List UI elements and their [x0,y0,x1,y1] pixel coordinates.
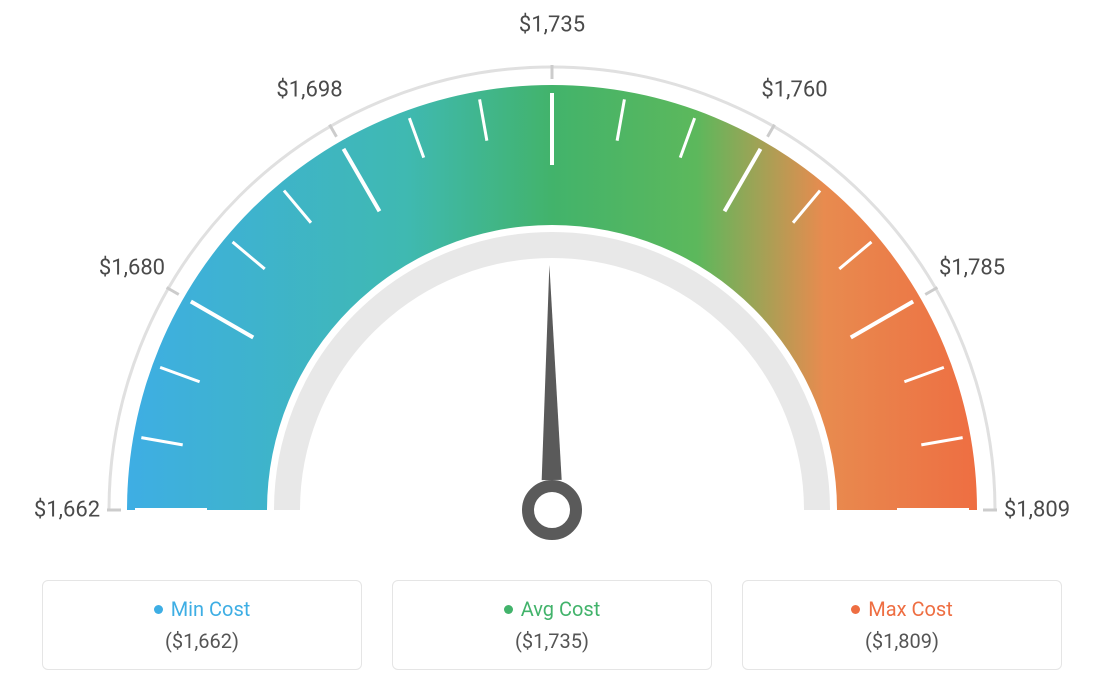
legend-title-avg: Avg Cost [521,597,601,621]
gauge-tick-label: $1,698 [276,77,342,102]
legend-title-min: Min Cost [171,597,251,621]
legend-dot-min [154,605,163,614]
gauge-needle [528,265,576,534]
gauge-tick-label: $1,809 [1004,498,1070,523]
gauge-tick-label: $1,785 [939,255,1005,280]
legend-value-avg: ($1,735) [413,629,691,653]
legend-value-min: ($1,662) [63,629,341,653]
gauge-tick-label: $1,662 [34,498,100,523]
legend-value-max: ($1,809) [763,629,1041,653]
legend-card-avg: Avg Cost ($1,735) [392,580,712,670]
legend-dot-avg [504,605,513,614]
legend-card-min: Min Cost ($1,662) [42,580,362,670]
legend-title-max: Max Cost [868,597,953,621]
gauge-chart: $1,662 $1,680 $1,698 $1,735 $1,760 $1,785 $1,8… [0,0,1104,560]
legend-card-max: Max Cost ($1,809) [742,580,1062,670]
gauge-tick-label: $1,680 [99,255,165,280]
gauge-svg [72,30,1032,570]
gauge-tick-label: $1,760 [761,77,827,102]
gauge-tick-label: $1,735 [519,13,585,38]
legend-dot-max [851,605,860,614]
legend-row: Min Cost ($1,662) Avg Cost ($1,735) Max … [0,580,1104,670]
